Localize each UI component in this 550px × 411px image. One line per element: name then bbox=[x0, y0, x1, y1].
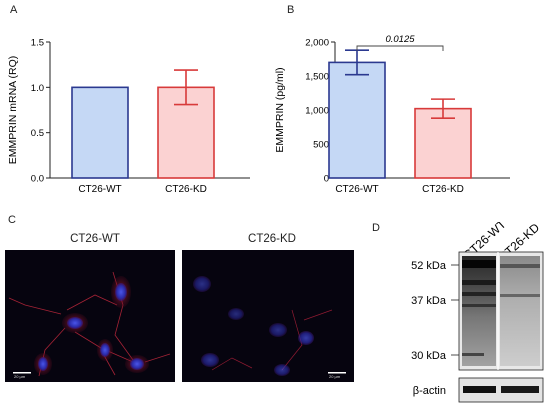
x-tick-label: CT26-KD bbox=[165, 184, 207, 195]
blot-band-kd-52 bbox=[500, 264, 540, 268]
panel-label-d: D bbox=[372, 222, 380, 234]
x-tick-label: CT26-WT bbox=[78, 184, 121, 195]
western-blot: CT26-WT CT26-KD 52 kDa 37 kDa 30 kDa β-a… bbox=[411, 222, 544, 403]
blot-lane-kd-smear bbox=[500, 256, 540, 366]
micrograph-kd: 20 µm bbox=[182, 250, 354, 382]
x-tick-label: CT26-WT bbox=[335, 184, 378, 195]
y-axis-label: EMMPRIN mRNA (RQ) bbox=[7, 56, 19, 165]
panel-label-b: B bbox=[287, 4, 295, 16]
marker-30kda: 30 kDa bbox=[411, 350, 447, 362]
blot-band-wt-30 bbox=[462, 353, 484, 356]
blot-band-kd-37 bbox=[500, 294, 540, 297]
bar-ct26-wt bbox=[328, 61, 386, 179]
blot-lane-wt-smear bbox=[462, 256, 496, 366]
significance-bracket bbox=[356, 45, 444, 51]
y-tick-label: 500 bbox=[313, 140, 329, 151]
y-tick-label: 0.0 bbox=[31, 174, 44, 185]
y-tick-label: 1.5 bbox=[31, 38, 44, 49]
y-axis-label: EMMPRIN (pg/ml) bbox=[274, 67, 286, 152]
blot-actin-band-wt bbox=[463, 386, 496, 393]
y-tick-label: 0 bbox=[324, 174, 329, 185]
blot-band-wt-37 bbox=[462, 292, 496, 296]
blot-band-wt-52 bbox=[462, 260, 496, 268]
p-value-annotation: 0.0125 bbox=[385, 34, 415, 45]
scalebar-label-wt: 20 µm bbox=[14, 374, 26, 379]
bar-ct26-wt bbox=[71, 86, 129, 179]
micrograph-title-wt: CT26-WT bbox=[70, 233, 120, 245]
y-tick-label: 1,500 bbox=[305, 72, 329, 83]
chart-b: 0 500 1,000 1,500 2,000 EMMPRIN (pg/ml) CT26-W… bbox=[274, 34, 510, 195]
y-tick-label: 2,000 bbox=[305, 38, 329, 49]
x-tick-label: CT26-KD bbox=[422, 184, 464, 195]
micrograph-wt-image bbox=[8, 271, 171, 377]
blot-actin-band-kd bbox=[501, 386, 539, 393]
marker-37kda: 37 kDa bbox=[411, 295, 447, 307]
y-tick-label: 0.5 bbox=[31, 128, 44, 139]
blot-band-wt-34 bbox=[462, 304, 496, 307]
micrograph-title-kd: CT26-KD bbox=[248, 233, 296, 245]
bar-ct26-kd bbox=[414, 107, 472, 179]
micrograph-wt: 20 µm bbox=[5, 250, 175, 382]
chart-a: 0.0 0.5 1.0 1.5 EMMPRIN mRNA (RQ) CT26-WT CT26… bbox=[7, 38, 250, 195]
panel-label-c: C bbox=[8, 214, 16, 226]
y-tick-label: 1,000 bbox=[305, 106, 329, 117]
marker-52kda: 52 kDa bbox=[411, 260, 447, 272]
y-tick-label: 1.0 bbox=[31, 83, 44, 94]
loading-control-label: β-actin bbox=[413, 385, 446, 397]
blot-band-wt-42 bbox=[462, 280, 496, 285]
panel-label-a: A bbox=[10, 4, 18, 16]
micrograph-kd-image bbox=[193, 276, 346, 376]
scalebar-label-kd: 20 µm bbox=[329, 374, 341, 379]
